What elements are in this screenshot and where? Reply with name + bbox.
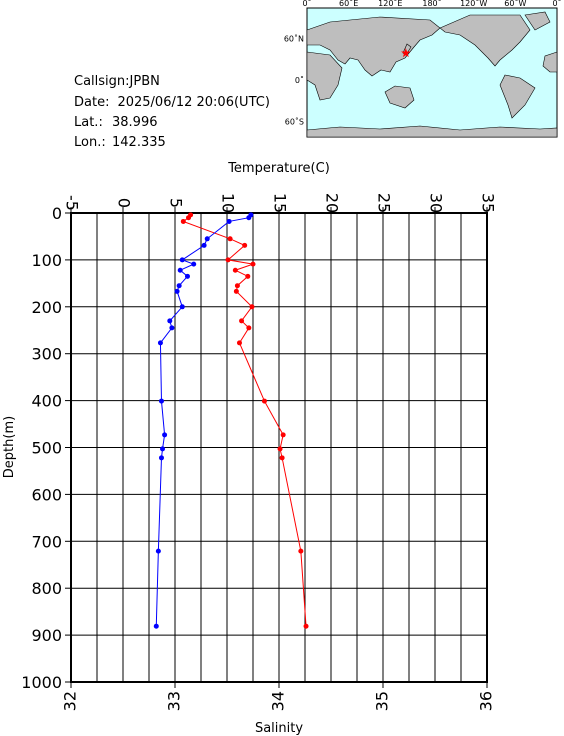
y-tick-label: 400 — [31, 392, 62, 411]
point — [250, 261, 256, 267]
x-tick-label: 36 — [477, 691, 496, 711]
info-lon: Lon.: 142.335 — [74, 135, 166, 150]
point — [153, 623, 159, 629]
point — [225, 257, 231, 263]
point — [279, 455, 285, 461]
point — [226, 218, 232, 224]
map-lon-label: 0˚ — [302, 0, 311, 8]
y-axis-title: Depth(m) — [2, 416, 17, 478]
map-lon-label: 120˚W — [460, 0, 487, 8]
map-lon-label: 60˚W — [504, 0, 526, 8]
y-tick-label: 300 — [31, 345, 62, 364]
point — [184, 273, 190, 279]
point — [162, 432, 168, 438]
y-tick-label: 0 — [52, 204, 62, 223]
info-label: Lon.: — [74, 135, 106, 150]
point — [167, 318, 173, 324]
x2-tick-label: -5 — [63, 195, 82, 211]
point — [204, 236, 210, 242]
point — [174, 288, 180, 294]
x2-tick-label: 0 — [115, 198, 134, 208]
map-lat-label: 60˚S — [285, 116, 304, 126]
point — [245, 273, 251, 279]
point — [242, 242, 248, 248]
point — [177, 267, 183, 273]
x2-tick-label: 25 — [375, 193, 394, 213]
x2-tick-label: 15 — [271, 193, 290, 213]
point — [249, 304, 255, 310]
point — [232, 267, 238, 273]
point — [298, 548, 304, 554]
x-tick-label: 34 — [269, 691, 288, 711]
x-tick-label: 35 — [373, 691, 392, 711]
point — [246, 325, 252, 331]
point — [234, 283, 240, 289]
info-label: Date: — [74, 95, 109, 110]
point — [155, 548, 161, 554]
x2-tick-label: 35 — [479, 193, 498, 213]
map-lon-label: 180˚ — [422, 0, 441, 8]
x2-tick-label: 30 — [427, 193, 446, 213]
point — [169, 325, 175, 331]
map-lat-label: 0˚ — [295, 75, 304, 85]
y-tick-label: 100 — [31, 251, 62, 270]
map-lon-label: 0˚ — [552, 0, 561, 8]
point — [186, 215, 192, 221]
info-value: JPBN — [129, 74, 160, 89]
point — [180, 218, 186, 224]
map-lat-label: 60˚N — [284, 34, 304, 44]
point — [201, 242, 207, 248]
y-tick-label: 700 — [31, 532, 62, 551]
point — [158, 398, 164, 404]
y-tick-label: 1000 — [21, 673, 62, 692]
y-tick-label: 200 — [31, 298, 62, 317]
point — [246, 215, 252, 221]
info-value: 2025/06/12 20:06(UTC) — [117, 95, 269, 110]
point — [227, 236, 233, 242]
info-callsign: Callsign:JPBN — [74, 74, 160, 89]
point — [303, 623, 309, 629]
y-tick-label: 600 — [31, 485, 62, 504]
info-date: Date: 2025/06/12 20:06(UTC) — [74, 95, 270, 110]
x2-tick-label: 10 — [219, 193, 238, 213]
land — [306, 11, 558, 138]
point — [176, 283, 182, 289]
x-axis-title: Salinity — [255, 721, 303, 736]
point — [157, 340, 163, 346]
y-tick-label: 900 — [31, 626, 62, 645]
x-tick-label: 32 — [61, 691, 80, 711]
point — [158, 455, 164, 461]
point — [191, 261, 197, 267]
info-value: 142.335 — [112, 135, 166, 150]
point — [179, 257, 185, 263]
info-label: Callsign: — [74, 74, 130, 89]
y-tick-label: 500 — [31, 439, 62, 458]
info-value: 38.996 — [112, 115, 158, 130]
point — [236, 340, 242, 346]
point — [179, 304, 185, 310]
y-tick-label: 800 — [31, 579, 62, 598]
info-label: Lat.: — [74, 115, 103, 130]
x2-axis-title: Temperature(C) — [227, 161, 330, 176]
x2-tick-label: 5 — [167, 198, 186, 208]
point — [277, 446, 283, 452]
map-lon-label: 120˚E — [378, 0, 402, 8]
map-lon-label: 60˚E — [339, 0, 358, 8]
map — [306, 7, 558, 138]
point — [239, 318, 245, 324]
info-lat: Lat.: 38.996 — [74, 115, 158, 130]
x-tick-label: 33 — [165, 691, 184, 711]
station-marker — [401, 48, 411, 58]
point — [261, 398, 267, 404]
point — [160, 446, 166, 452]
point — [233, 288, 239, 294]
x2-tick-label: 20 — [323, 193, 342, 213]
point — [280, 432, 286, 438]
